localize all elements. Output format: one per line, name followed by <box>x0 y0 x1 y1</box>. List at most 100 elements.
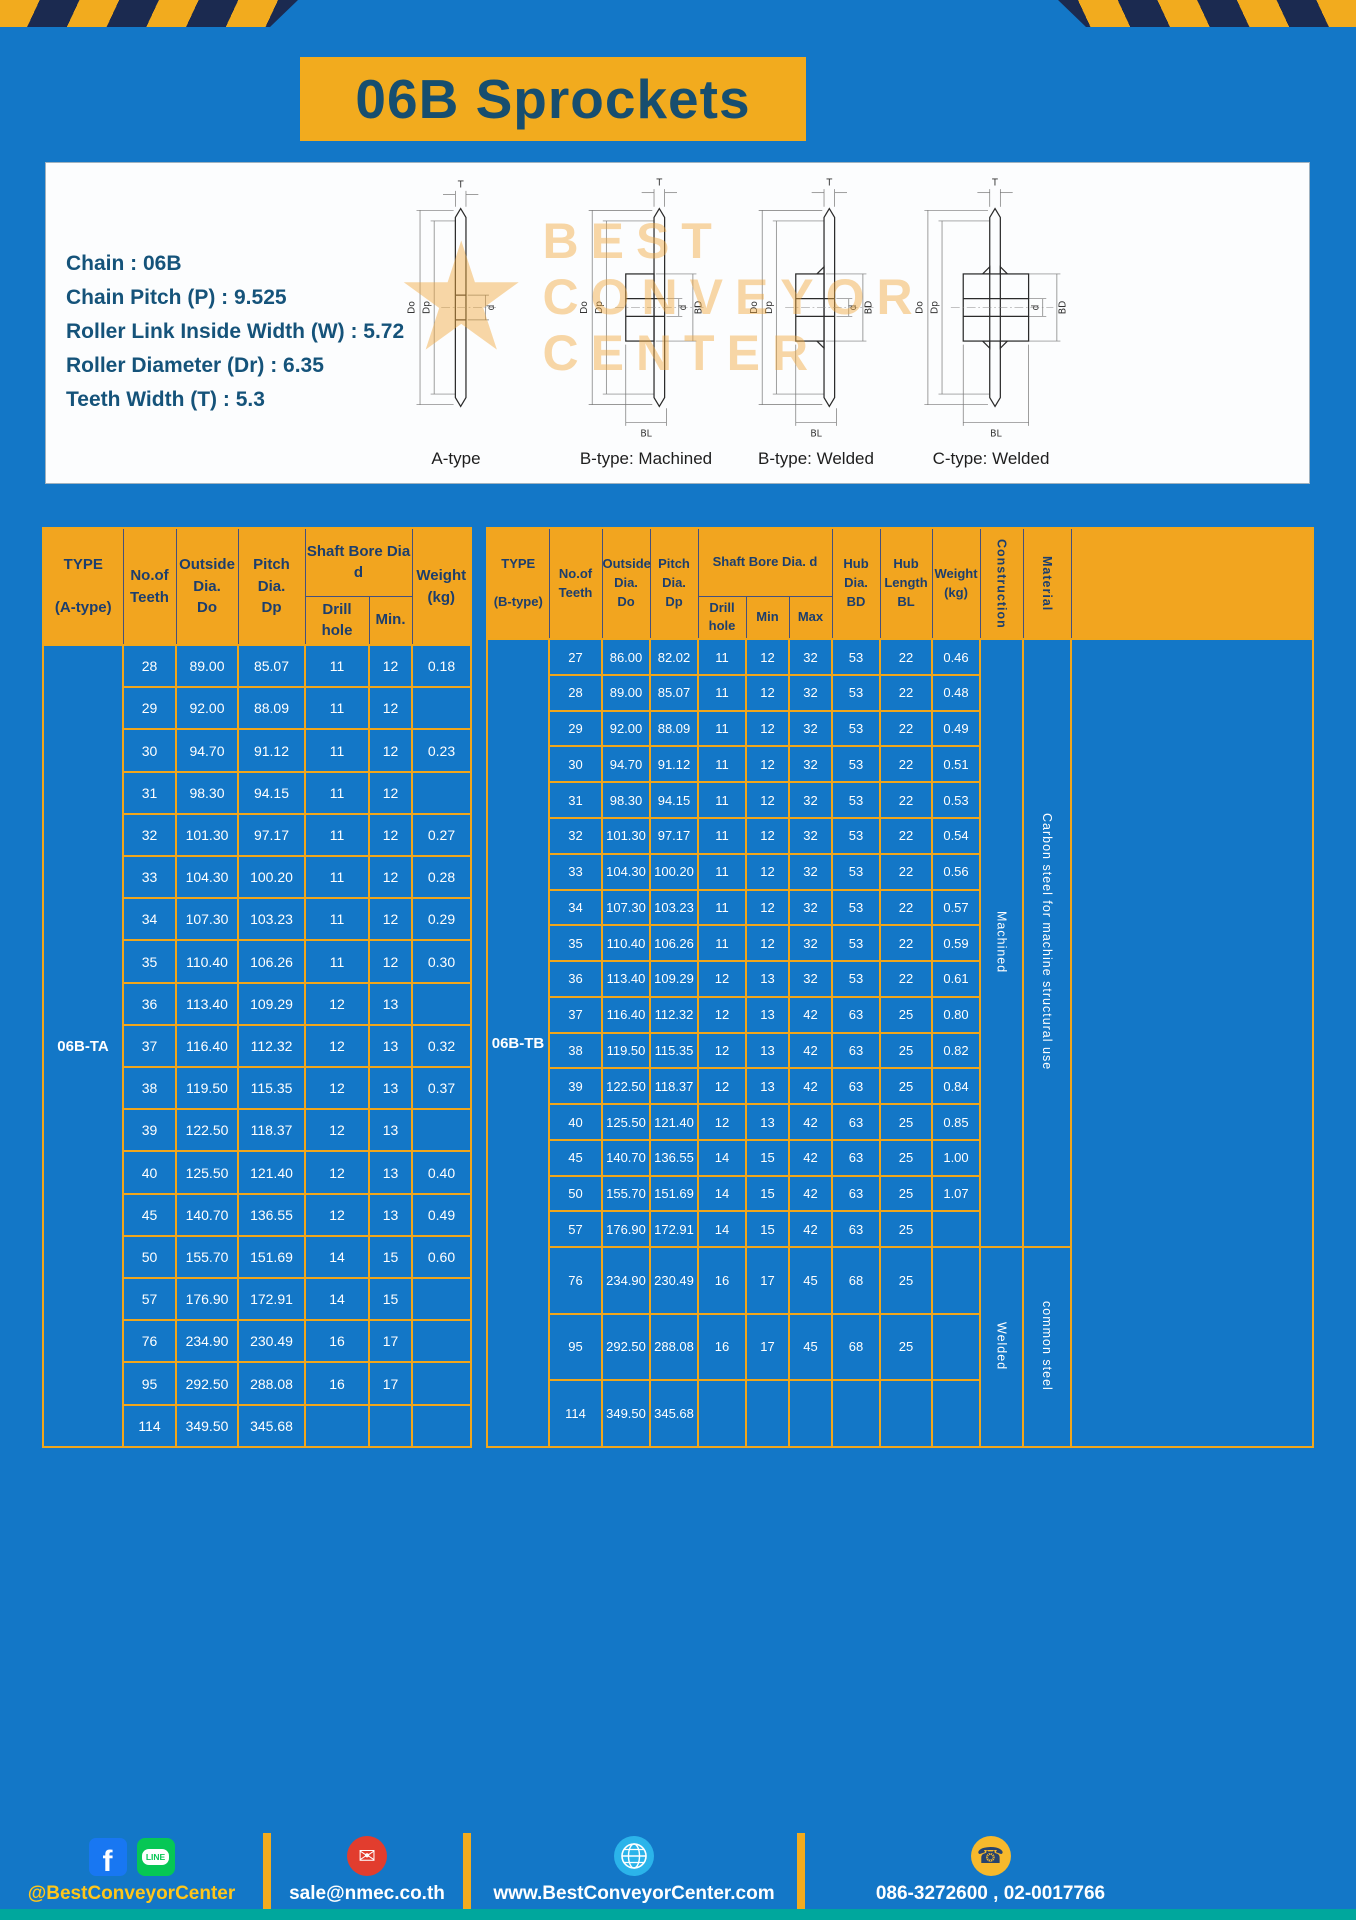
data-cell: 92.00 <box>175 686 239 731</box>
line-app-icon[interactable]: LINE <box>136 1838 175 1876</box>
data-cell: 32 <box>788 852 833 891</box>
data-cell: 11 <box>304 812 370 858</box>
data-cell: 0.32 <box>411 1023 472 1069</box>
col-header-weight: Weight (kg) <box>411 527 472 646</box>
data-cell: 32 <box>122 812 177 858</box>
data-cell: 101.30 <box>601 817 651 855</box>
data-cell: 116.40 <box>601 995 651 1034</box>
data-cell: 1.00 <box>931 1138 981 1177</box>
a-type-table-body: 06B-TA 28 89.00 85.07 11 12 0.18 29 92.00 88.09 11… <box>42 643 472 1449</box>
data-cell: 14 <box>697 1138 747 1177</box>
data-cell: 32 <box>788 924 833 963</box>
table-row: 57 176.90 172.91 14 15 42 63 25 <box>487 1210 1313 1249</box>
data-cell: 15 <box>745 1138 790 1177</box>
data-cell: 68 <box>831 1246 881 1315</box>
data-cell <box>831 1379 881 1448</box>
data-cell: 292.50 <box>175 1361 239 1406</box>
facebook-icon[interactable]: f <box>88 1838 127 1876</box>
data-cell: 17 <box>368 1319 413 1364</box>
website-url[interactable]: www.BestConveyorCenter.com <box>493 1883 775 1904</box>
data-cell <box>411 1403 472 1449</box>
data-cell: 288.08 <box>649 1312 699 1382</box>
table-row: 50 155.70 151.69 14 15 42 63 25 1.07 <box>487 1174 1313 1213</box>
drawing-caption: A-type <box>431 449 481 468</box>
data-cell: 176.90 <box>175 1277 239 1322</box>
b-type-welded-drawing-block: T Do Dp d BD BL B-type: Welded <box>741 175 891 469</box>
phone-icon[interactable]: ☎ <box>970 1836 1011 1876</box>
data-cell: 0.54 <box>931 817 981 855</box>
data-cell: 0.49 <box>411 1192 472 1237</box>
table-row: 95 292.50 288.08 16 17 <box>43 1361 472 1406</box>
data-cell: 13 <box>368 1192 413 1237</box>
data-cell: 11 <box>697 638 747 676</box>
globe-icon[interactable] <box>614 1836 654 1876</box>
data-cell: 0.60 <box>411 1234 472 1280</box>
data-cell: 11 <box>697 924 747 963</box>
data-cell: 13 <box>368 1150 413 1195</box>
table-row: 31 98.30 94.15 11 12 <box>43 770 472 815</box>
data-cell: 63 <box>831 1103 881 1141</box>
data-cell: 234.90 <box>175 1319 239 1364</box>
data-cell: 63 <box>831 995 881 1034</box>
email-icon[interactable]: ✉ <box>347 1836 387 1876</box>
social-handle[interactable]: @BestConveyorCenter <box>27 1883 236 1904</box>
data-cell: 0.53 <box>931 781 981 820</box>
data-cell: 39 <box>548 1067 603 1106</box>
table-row: 34 107.30 103.23 11 12 32 53 22 0.57 <box>487 888 1313 927</box>
data-cell: 0.40 <box>411 1150 472 1195</box>
data-cell: 42 <box>788 1031 833 1070</box>
table-row: 57 176.90 172.91 14 15 <box>43 1277 472 1322</box>
drawing-caption: C-type: Welded <box>932 449 1050 468</box>
website-section: www.BestConveyorCenter.com <box>471 1833 797 1909</box>
data-cell: 29 <box>122 686 177 731</box>
dim-label-d: d <box>1030 304 1041 310</box>
data-cell: 12 <box>368 812 413 858</box>
data-cell: 12 <box>745 638 790 676</box>
data-cell: 45 <box>788 1312 833 1382</box>
data-cell: 53 <box>831 852 881 891</box>
data-cell: 42 <box>788 1067 833 1106</box>
data-cell: 0.85 <box>931 1103 981 1141</box>
data-cell: 95 <box>548 1312 603 1382</box>
data-cell: 88.09 <box>649 709 699 748</box>
envelope-glyph: ✉ <box>358 1844 376 1868</box>
data-cell: 38 <box>122 1066 177 1111</box>
data-cell: 14 <box>697 1210 747 1249</box>
phone-numbers[interactable]: 086-3272600 , 02-0017766 <box>875 1883 1106 1904</box>
material-cell: Carbon steel for machine structural use <box>1022 638 1072 1249</box>
data-cell: 89.00 <box>175 643 239 689</box>
data-cell: 121.40 <box>649 1103 699 1141</box>
data-cell: 53 <box>831 960 881 998</box>
col-header-construction: Construction <box>979 527 1024 640</box>
data-cell: 11 <box>304 770 370 815</box>
table-row: 36 113.40 109.29 12 13 32 53 22 0.61 <box>487 960 1313 998</box>
data-cell: 25 <box>879 1210 933 1249</box>
data-cell: 31 <box>122 770 177 815</box>
data-cell: 25 <box>879 1067 933 1106</box>
data-cell: 115.35 <box>237 1066 306 1111</box>
data-cell: 94.15 <box>237 770 306 815</box>
data-cell: 15 <box>368 1277 413 1322</box>
data-cell: 0.18 <box>411 643 472 689</box>
type-value-cell: 06B-TA <box>42 644 124 1448</box>
table-row: 114 349.50 345.68 <box>487 1379 1313 1448</box>
phone-glyph: ☎ <box>976 1843 1005 1868</box>
footer-divider <box>463 1833 471 1909</box>
data-cell: 151.69 <box>237 1234 306 1280</box>
email-address[interactable]: sale@nmec.co.th <box>289 1883 445 1904</box>
spec-line-chain: Chain : 06B <box>66 252 182 275</box>
dim-label-do: Do <box>406 301 417 314</box>
table-row: 76 234.90 230.49 16 17 45 68 25 Welded common ste… <box>487 1246 1313 1448</box>
table-row: 35 110.40 106.26 11 12 32 53 22 0.59 <box>487 924 1313 963</box>
table-row: 06B-TA 28 89.00 85.07 11 12 0.18 <box>42 643 472 1448</box>
table-row: 30 94.70 91.12 11 12 0.23 <box>43 728 472 773</box>
data-cell: 11 <box>304 643 370 689</box>
col-header-shaft-bore: Shaft Bore Dia d <box>304 527 413 597</box>
construction-cell: Welded <box>979 1246 1024 1448</box>
data-cell: 36 <box>548 960 603 998</box>
drawing-caption: B-type: Welded <box>758 449 874 468</box>
data-cell: 0.28 <box>411 855 472 900</box>
data-cell: 0.82 <box>931 1031 981 1070</box>
data-cell: 12 <box>304 1108 370 1153</box>
